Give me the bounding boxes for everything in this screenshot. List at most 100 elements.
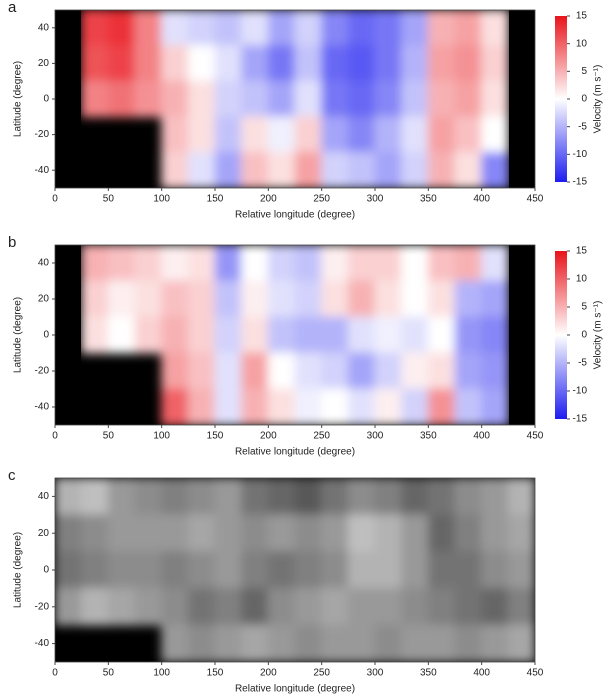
colorbar-tick-label: -15 bbox=[573, 414, 588, 425]
heatmap-cell bbox=[161, 514, 189, 553]
heatmap-cell bbox=[81, 551, 109, 589]
heatmap-cell bbox=[321, 352, 349, 390]
heatmap-cell bbox=[161, 45, 189, 82]
heatmap-cell bbox=[454, 151, 483, 188]
heatmap-cell bbox=[294, 587, 323, 626]
heatmap-cell bbox=[161, 587, 189, 626]
y-axis-label: Latitude (degree) bbox=[13, 297, 24, 373]
heatmap-cell bbox=[481, 316, 509, 354]
heatmap-cell bbox=[454, 245, 483, 282]
y-tick-label: -20 bbox=[35, 601, 50, 612]
heatmap-cell bbox=[294, 45, 323, 82]
heatmap-cell bbox=[401, 80, 429, 118]
x-tick-label: 450 bbox=[527, 431, 544, 442]
heatmap-cell bbox=[214, 280, 243, 318]
heatmap-cell bbox=[481, 245, 509, 282]
y-tick-label: -20 bbox=[35, 129, 50, 140]
heatmap-cell bbox=[321, 151, 349, 188]
x-tick-label: 450 bbox=[527, 668, 544, 679]
heatmap-cell bbox=[267, 80, 296, 118]
heatmap-cell bbox=[374, 388, 403, 425]
y-tick-label: 0 bbox=[43, 330, 49, 341]
heatmap-cell bbox=[454, 280, 483, 318]
heatmap-cell bbox=[187, 478, 216, 516]
colorbar-tick-label: 5 bbox=[581, 302, 587, 313]
heatmap-cell bbox=[134, 245, 163, 282]
x-tick-label: 300 bbox=[367, 431, 384, 442]
heatmap-cell bbox=[347, 514, 376, 553]
heatmap-cell bbox=[161, 116, 189, 153]
heatmap-cell bbox=[321, 587, 349, 626]
heatmap-cell bbox=[347, 478, 376, 516]
heatmap-cell bbox=[214, 514, 243, 553]
heatmap-cell bbox=[81, 10, 109, 47]
x-tick-label: 150 bbox=[207, 668, 224, 679]
heatmap-cell bbox=[134, 45, 163, 82]
heatmap-cell bbox=[187, 10, 216, 47]
heatmap-cell bbox=[427, 151, 456, 188]
heatmap-cell bbox=[267, 514, 296, 553]
heatmap-cell bbox=[321, 388, 349, 425]
heatmap-cell bbox=[481, 352, 509, 390]
heatmap-cell bbox=[347, 551, 376, 589]
panel-label: c bbox=[8, 467, 16, 484]
heatmap-cell bbox=[214, 388, 243, 425]
heatmap-cell bbox=[81, 280, 109, 318]
heatmap-cell bbox=[401, 478, 429, 516]
heatmap-cell bbox=[241, 280, 269, 318]
heatmap-cell bbox=[214, 116, 243, 153]
heatmap-cell bbox=[347, 624, 376, 662]
heatmap-cell bbox=[401, 388, 429, 425]
heatmap-cell bbox=[134, 587, 163, 626]
heatmap-cell bbox=[294, 151, 323, 188]
x-tick-label: 150 bbox=[207, 194, 224, 205]
y-tick-label: 40 bbox=[38, 258, 50, 269]
heatmap-cell bbox=[187, 316, 216, 354]
heatmap-cell bbox=[347, 80, 376, 118]
x-tick-label: 250 bbox=[313, 668, 330, 679]
heatmap-cell bbox=[454, 388, 483, 425]
heatmap-cell bbox=[55, 478, 83, 516]
heatmap-cell bbox=[161, 316, 189, 354]
heatmap-cell bbox=[161, 151, 189, 188]
x-tick-label: 400 bbox=[473, 431, 490, 442]
heatmap-cell bbox=[187, 116, 216, 153]
heatmap-cell bbox=[294, 388, 323, 425]
heatmap-cell bbox=[321, 45, 349, 82]
heatmap-cell bbox=[401, 352, 429, 390]
heatmap-cells bbox=[55, 478, 535, 662]
heatmap-cell bbox=[241, 10, 269, 47]
heatmap-cell bbox=[241, 245, 269, 282]
colorbar-tick-label: 15 bbox=[576, 11, 588, 22]
heatmap-cell bbox=[81, 316, 109, 354]
panel-label: a bbox=[8, 0, 17, 16]
heatmap-cell bbox=[134, 514, 163, 553]
heatmap-cell bbox=[321, 280, 349, 318]
heatmap-cell bbox=[347, 352, 376, 390]
heatmap-cell bbox=[187, 388, 216, 425]
x-tick-label: 200 bbox=[260, 194, 277, 205]
heatmap-cell bbox=[321, 80, 349, 118]
heatmap-cell bbox=[481, 551, 509, 589]
heatmap-cell bbox=[481, 10, 509, 47]
heatmap-cell bbox=[267, 624, 296, 662]
heatmap-cell bbox=[214, 478, 243, 516]
heatmap-cell bbox=[481, 624, 509, 662]
heatmap-cell bbox=[267, 316, 296, 354]
panel-label: b bbox=[8, 234, 16, 251]
heatmap-cell bbox=[374, 624, 403, 662]
heatmap-cell bbox=[107, 514, 136, 553]
heatmap-cell bbox=[427, 352, 456, 390]
heatmap-cell bbox=[107, 45, 136, 82]
heatmap-cell bbox=[427, 624, 456, 662]
y-tick-label: 20 bbox=[38, 294, 50, 305]
heatmap-cell bbox=[187, 551, 216, 589]
y-axis-label: Latitude (degree) bbox=[13, 532, 24, 608]
heatmap-cell bbox=[161, 80, 189, 118]
heatmap-cells bbox=[81, 10, 509, 188]
heatmap-cell bbox=[427, 551, 456, 589]
heatmap-cell bbox=[454, 551, 483, 589]
colorbar-tick-label: 15 bbox=[576, 246, 588, 257]
heatmap-cell bbox=[401, 280, 429, 318]
x-tick-label: 100 bbox=[153, 431, 170, 442]
